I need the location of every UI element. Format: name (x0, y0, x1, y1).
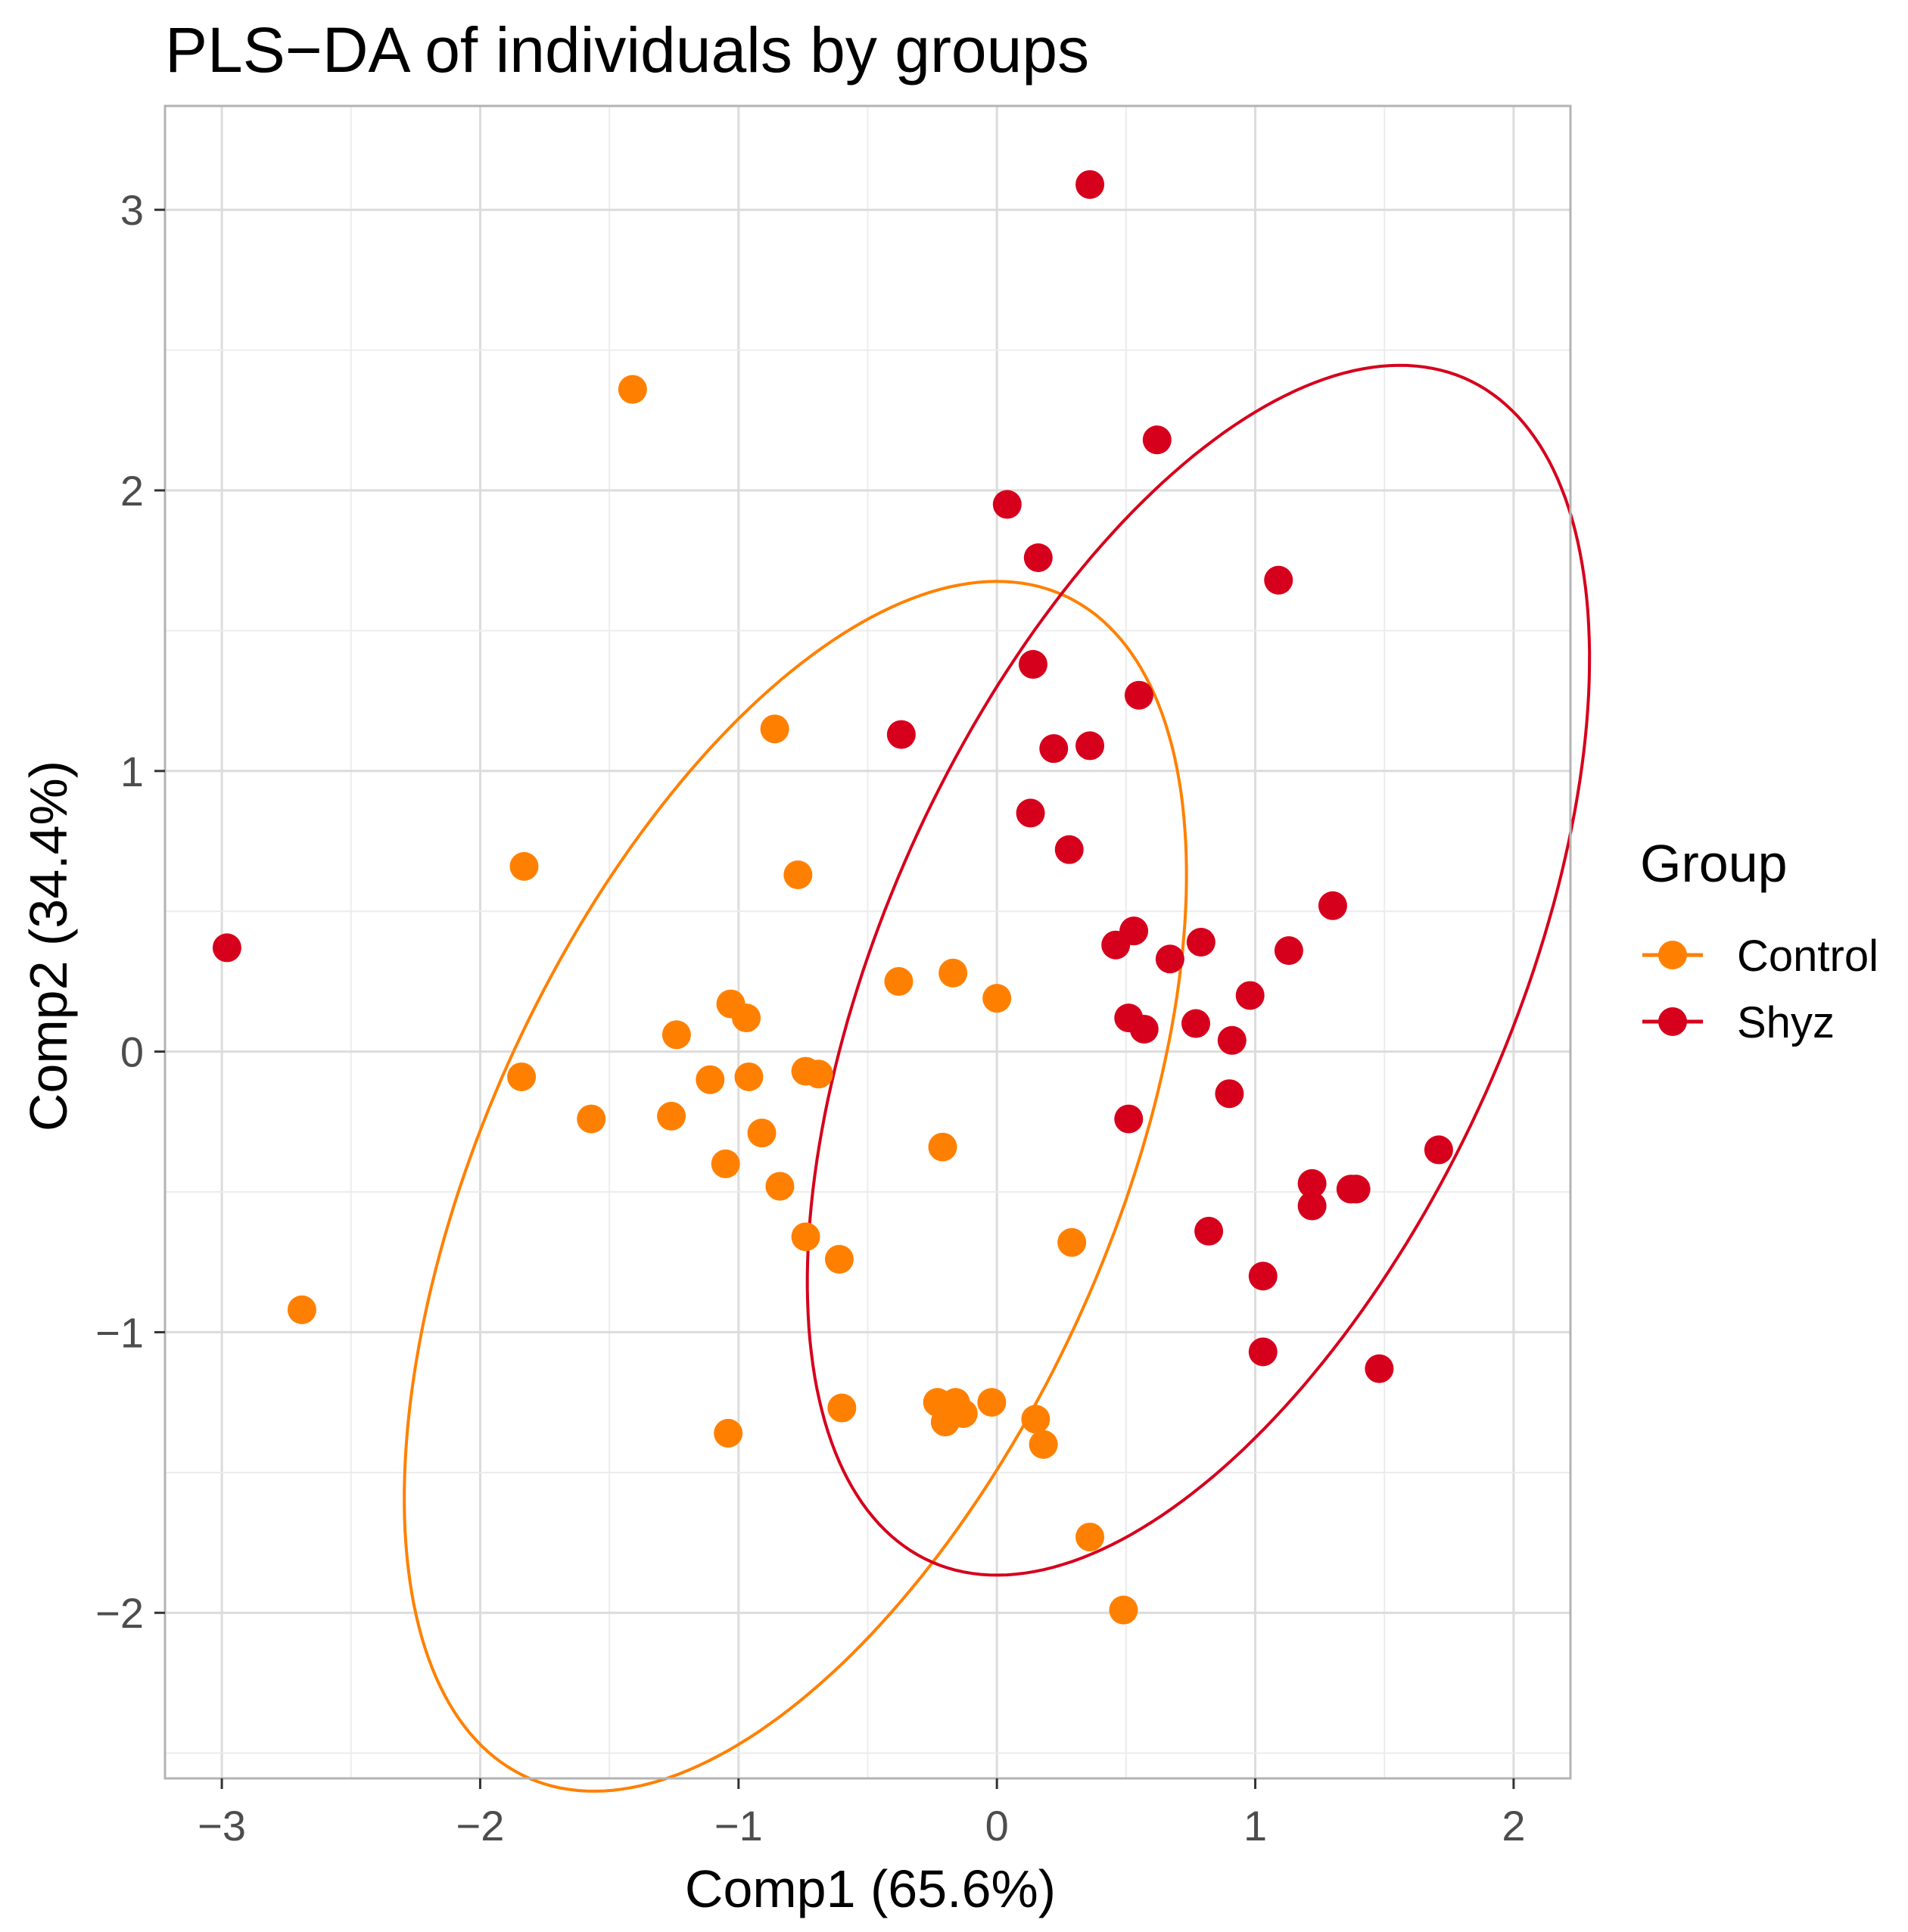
data-point-shyz (1365, 1354, 1394, 1383)
x-tick-label: 2 (1502, 1802, 1525, 1850)
y-tick-label: 0 (120, 1028, 144, 1076)
data-point-shyz (1264, 565, 1293, 595)
data-point-shyz (1297, 1168, 1327, 1198)
data-point-shyz (1114, 1104, 1144, 1134)
data-point-control (938, 958, 968, 988)
ellipse-shyz (805, 363, 1592, 1577)
y-axis-title: Comp2 (34.4%) (19, 761, 78, 1131)
data-point-shyz (1119, 916, 1149, 946)
data-point-shyz (1186, 928, 1215, 957)
data-point-shyz (1181, 1009, 1211, 1038)
data-point-shyz (1248, 1337, 1278, 1367)
data-point-shyz (1235, 981, 1265, 1010)
data-point-control (714, 1418, 743, 1448)
data-point-control (827, 1393, 857, 1423)
y-tick-label: −2 (95, 1589, 144, 1637)
data-point-control (1029, 1430, 1058, 1459)
axis-ticks: −3 −2 −1 0 1 2 −2 −1 0 1 2 3 (95, 186, 1525, 1850)
x-tick-label: −3 (198, 1802, 246, 1850)
data-point-shyz (1142, 425, 1172, 455)
legend-title: Group (1640, 834, 1788, 893)
data-point-control (982, 984, 1012, 1013)
data-point-shyz (1016, 798, 1045, 828)
ellipse-control (403, 580, 1188, 1793)
data-point-shyz (1297, 1191, 1327, 1221)
chart-title: PLS−DA of individuals by groups (165, 14, 1089, 86)
y-tick-label: 3 (120, 186, 144, 234)
data-point-shyz (1274, 936, 1303, 966)
legend-label-control: Control (1737, 932, 1878, 981)
data-point-control (804, 1059, 833, 1089)
data-point-shyz (992, 490, 1022, 519)
data-point-control (928, 1132, 957, 1162)
data-point-control (734, 1062, 764, 1091)
x-tick-label: −2 (456, 1802, 505, 1850)
data-point-shyz (1129, 1014, 1159, 1044)
data-point-control (783, 860, 813, 890)
data-point-control (1021, 1405, 1050, 1434)
data-point-control (696, 1065, 725, 1094)
data-point-control (948, 1398, 978, 1428)
x-tick-label: −1 (714, 1802, 763, 1850)
data-point-shyz (1075, 170, 1105, 199)
y-tick-label: 1 (120, 748, 144, 795)
data-point-control (791, 1222, 820, 1252)
data-point-shyz (1075, 731, 1105, 761)
data-point-shyz (1018, 649, 1047, 679)
confidence-ellipses (403, 363, 1592, 1793)
legend: Group Control Shyz (1640, 834, 1878, 1047)
data-point-shyz (1341, 1174, 1371, 1204)
data-point-control (1057, 1227, 1087, 1257)
data-point-shyz (1215, 1079, 1244, 1109)
data-point-control (824, 1245, 854, 1274)
legend-label-shyz: Shyz (1737, 998, 1835, 1047)
data-point-shyz (1155, 944, 1184, 974)
data-point-shyz (1318, 891, 1347, 920)
data-point-control (287, 1295, 316, 1324)
data-point-shyz (1054, 835, 1084, 864)
data-point-control (509, 851, 539, 881)
data-point-control (618, 375, 647, 404)
legend-item-control: Control (1642, 932, 1878, 981)
data-point-control (760, 714, 789, 744)
x-tick-label: 0 (985, 1802, 1009, 1850)
data-point-control (977, 1388, 1007, 1417)
data-point-control (507, 1062, 537, 1091)
legend-key-dot (1658, 941, 1687, 969)
data-point-control (661, 1020, 691, 1050)
data-point-control (732, 1003, 761, 1033)
data-point-shyz (212, 933, 241, 963)
data-point-control (657, 1101, 686, 1131)
y-tick-label: −1 (95, 1308, 144, 1356)
data-point-shyz (1023, 543, 1053, 572)
grid-lines (165, 106, 1570, 1778)
data-point-control (1075, 1523, 1105, 1552)
data-point-shyz (1424, 1135, 1453, 1165)
x-axis-title: Comp1 (65.6%) (685, 1859, 1056, 1918)
data-point-control (711, 1149, 740, 1178)
plot-panel-border (163, 104, 1572, 1780)
data-point-control (747, 1118, 777, 1148)
x-tick-label: 1 (1243, 1802, 1267, 1850)
y-tick-label: 2 (120, 467, 144, 515)
data-point-control (1109, 1595, 1138, 1625)
data-point-shyz (1194, 1216, 1224, 1246)
data-point-control (884, 966, 914, 996)
data-point-shyz (1124, 680, 1153, 710)
data-point-shyz (1039, 734, 1069, 764)
data-point-control (577, 1104, 606, 1134)
data-point-shyz (1248, 1262, 1278, 1291)
data-point-control (765, 1171, 795, 1201)
data-point-shyz (1217, 1025, 1247, 1055)
data-point-shyz (886, 720, 916, 749)
legend-item-shyz: Shyz (1642, 998, 1835, 1047)
data-points (212, 170, 1453, 1625)
legend-key-dot (1658, 1007, 1687, 1036)
